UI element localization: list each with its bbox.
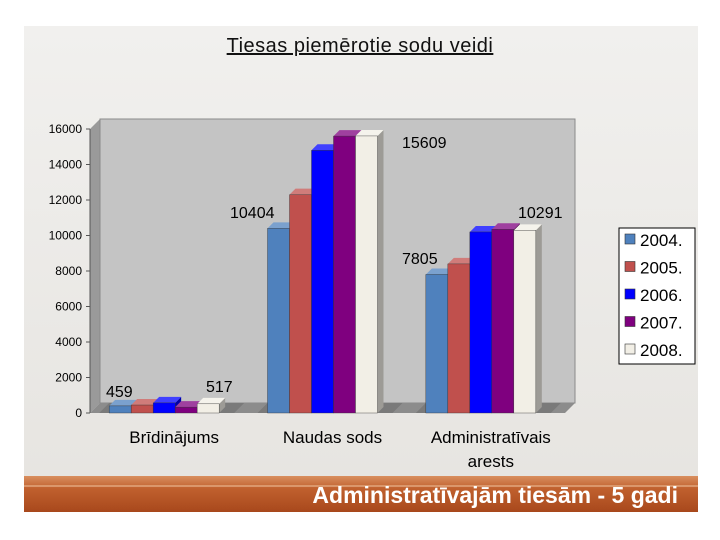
legend-label: 2008. bbox=[640, 341, 683, 360]
legend-swatch bbox=[624, 288, 636, 300]
legend-swatch bbox=[624, 233, 636, 245]
bar-front bbox=[311, 150, 334, 414]
bar-top bbox=[311, 144, 340, 151]
x-tick-label: Naudas sods bbox=[283, 428, 382, 447]
bar-top bbox=[513, 224, 542, 231]
x-tick-label: Administratīvais arests bbox=[431, 428, 551, 471]
bar-side bbox=[377, 129, 384, 413]
bar-front bbox=[130, 404, 154, 414]
bar-top bbox=[491, 223, 520, 230]
data-label: 7805 bbox=[402, 251, 438, 268]
y-tick-label: 16000 bbox=[49, 122, 83, 136]
y-tick-label: 10000 bbox=[49, 229, 83, 243]
data-label: 517 bbox=[206, 379, 233, 396]
bar-top bbox=[425, 268, 454, 275]
bar-front bbox=[174, 406, 198, 414]
legend-swatch bbox=[624, 316, 636, 327]
legend-swatch bbox=[624, 261, 636, 272]
y-tick-label: 14000 bbox=[49, 158, 83, 172]
bar-front bbox=[333, 135, 356, 414]
legend-label: 2005. bbox=[640, 259, 683, 278]
bar-side bbox=[219, 397, 226, 413]
bar-front bbox=[152, 402, 176, 414]
bar-front bbox=[267, 228, 290, 414]
bar-top bbox=[197, 397, 226, 404]
bar-front bbox=[447, 263, 471, 414]
plot-side-wall bbox=[90, 119, 100, 413]
y-tick-label: 2000 bbox=[55, 371, 82, 385]
bar-front bbox=[491, 229, 515, 414]
footer-band: Administratīvajām tiesām - 5 gadi bbox=[24, 476, 698, 512]
bar bbox=[355, 129, 384, 414]
bar-top bbox=[109, 399, 138, 406]
bar-top bbox=[447, 257, 476, 264]
legend-label: 2007. bbox=[640, 314, 683, 333]
bar bbox=[513, 224, 542, 414]
legend-label: 2004. bbox=[640, 231, 683, 250]
data-label: 15609 bbox=[402, 135, 447, 152]
bar-top bbox=[289, 188, 318, 195]
data-label: 10404 bbox=[230, 205, 275, 222]
bar-side bbox=[535, 224, 542, 413]
chart-title: Tiesas piemērotie sodu veidi bbox=[226, 35, 494, 57]
bar-front bbox=[469, 231, 493, 414]
bar-front bbox=[196, 403, 220, 414]
legend-label: 2006. bbox=[640, 286, 683, 305]
bar bbox=[196, 397, 226, 414]
bar-top bbox=[153, 396, 182, 403]
bar-front bbox=[355, 135, 378, 414]
bar-top bbox=[175, 401, 204, 408]
data-label: 459 bbox=[106, 384, 133, 401]
bar-top bbox=[131, 399, 160, 406]
bar-front bbox=[289, 194, 312, 414]
data-label: 10291 bbox=[518, 205, 563, 222]
bar-top bbox=[355, 129, 384, 136]
x-tick-label: Brīdinājums bbox=[129, 428, 219, 447]
bar-front bbox=[108, 405, 132, 414]
legend-swatch bbox=[624, 343, 636, 355]
bar-front bbox=[425, 274, 449, 414]
bar-top bbox=[333, 130, 362, 137]
y-tick-label: 4000 bbox=[55, 335, 82, 349]
y-tick-label: 0 bbox=[75, 406, 82, 420]
y-tick-label: 8000 bbox=[55, 264, 82, 278]
bar-top bbox=[267, 222, 296, 229]
bar-top bbox=[469, 225, 498, 232]
footer-text: Administratīvajām tiesām - 5 gadi bbox=[312, 482, 678, 508]
y-tick-label: 12000 bbox=[49, 193, 83, 207]
y-tick-label: 6000 bbox=[55, 300, 82, 314]
bar-front bbox=[513, 230, 537, 414]
